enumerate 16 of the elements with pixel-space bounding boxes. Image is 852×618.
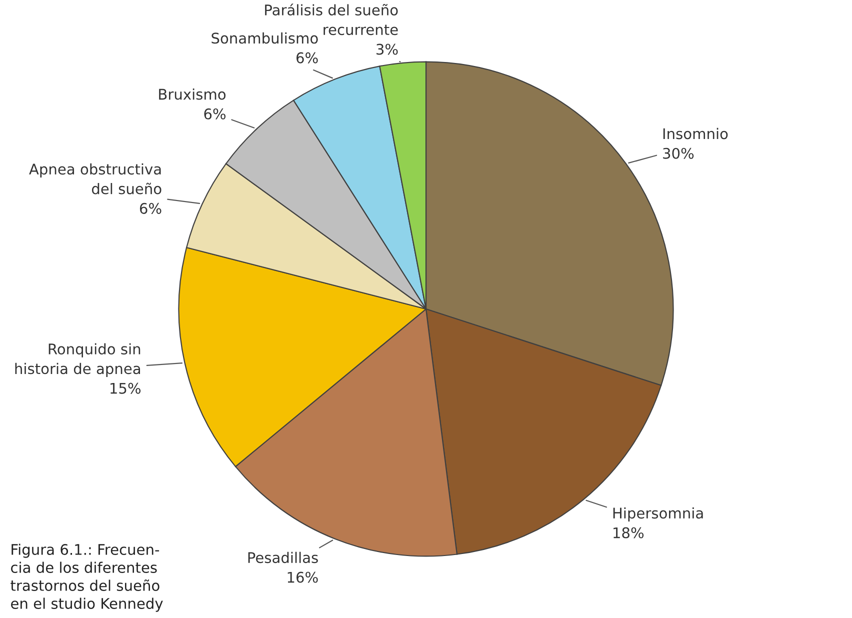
data-label: 6%	[204, 108, 226, 120]
data-label: 30%	[663, 148, 694, 159]
data-label: 16%	[288, 572, 318, 583]
slice-label: Apnea obstructiva del sueño	[29, 163, 162, 194]
data-label: 18%	[614, 527, 644, 538]
text: Figura 6.1.: Frecuen- cia de los diferentes trastornos del sueño en el studio Kennedy	[10, 544, 163, 612]
slice-label: Bruxismo	[159, 88, 226, 100]
slice-label: Insomnio	[663, 128, 728, 140]
slice-label: Sonambulismo	[212, 32, 318, 44]
slice-label: Hipersomnia	[613, 507, 703, 522]
data-label: 6%	[296, 52, 318, 64]
data-label: 6%	[140, 202, 162, 214]
data-label: 3%	[376, 44, 398, 55]
slice-label: Pesadillas	[248, 552, 318, 564]
slice-label: Ronquido sin historia de apnea	[15, 343, 140, 377]
data-label: 15%	[110, 382, 141, 394]
